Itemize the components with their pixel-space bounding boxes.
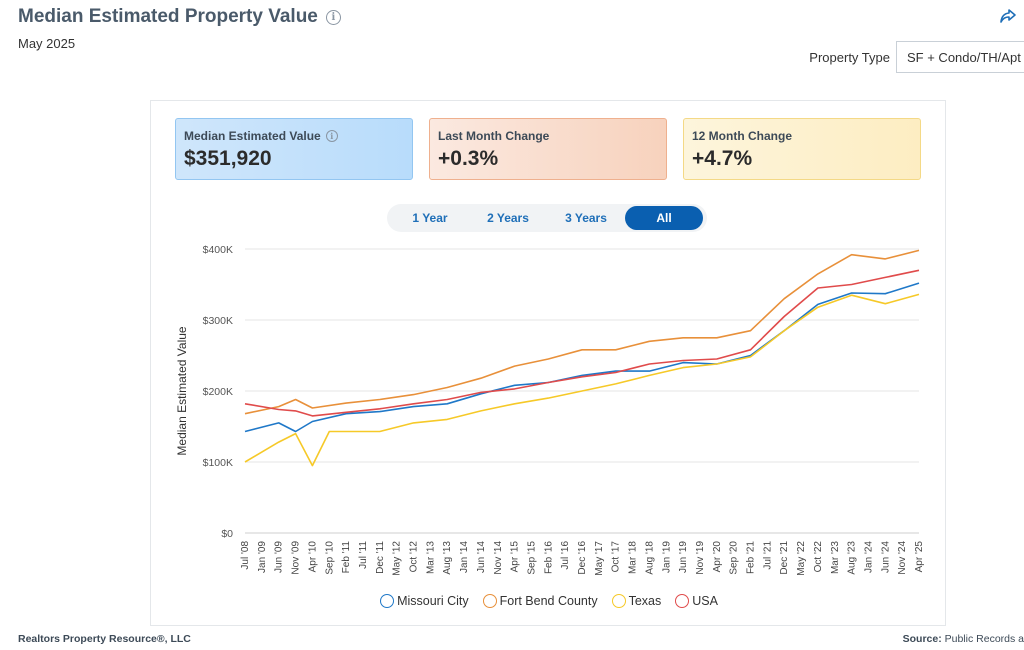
legend-label: Missouri City: [397, 594, 469, 608]
stat-label: 12 Month Change: [692, 129, 793, 143]
x-tick-label: Jul '16: [560, 541, 571, 570]
legend-item[interactable]: USA: [675, 594, 718, 608]
x-tick-label: Sep '10: [324, 541, 335, 575]
y-axis-label: Median Estimated Value: [175, 326, 189, 456]
y-tick-label: $100K: [203, 457, 233, 469]
x-tick-label: Jun '14: [476, 541, 487, 573]
x-tick-label: Jun '19: [678, 541, 689, 573]
footer-credit: Realtors Property Resource®, LLC: [18, 633, 191, 645]
tab-all[interactable]: All: [625, 206, 703, 230]
x-tick-label: Feb '11: [341, 541, 352, 574]
stat-last-month-change: Last Month Change +0.3%: [429, 118, 667, 180]
page-title: Median Estimated Property Value: [18, 6, 318, 27]
x-tick-label: Mar '13: [425, 541, 436, 574]
info-icon[interactable]: i: [325, 9, 341, 25]
chart-legend: Missouri City Fort Bend County Texas USA: [151, 594, 947, 608]
legend-item[interactable]: Missouri City: [380, 594, 469, 608]
stat-value: $351,920: [184, 147, 272, 170]
x-tick-label: Dec '21: [779, 541, 790, 575]
x-tick-label: Aug '23: [847, 541, 858, 575]
x-tick-label: Aug '18: [644, 541, 655, 575]
series-line: [244, 269, 920, 417]
x-tick-label: Sep '20: [729, 541, 740, 575]
range-tabs: 1 Year 2 Years 3 Years All: [387, 204, 707, 232]
x-tick-label: Jan '24: [863, 541, 874, 573]
y-tick-label: $400K: [203, 244, 233, 256]
x-tick-label: Jul '21: [762, 541, 773, 570]
x-tick-label: Sep '15: [526, 541, 537, 575]
x-tick-label: Dec '11: [375, 541, 386, 574]
x-tick-label: Apr '25: [914, 541, 925, 573]
x-tick-label: Jul '11: [358, 541, 369, 569]
series-line: [244, 293, 920, 467]
x-tick-label: Oct '12: [409, 541, 420, 573]
x-tick-label: May '12: [392, 541, 403, 576]
x-tick-label: Jun '24: [880, 541, 891, 573]
footer-source: Source: Public Records a: [903, 633, 1024, 645]
y-tick-label: $300K: [203, 315, 233, 327]
series-line: [244, 282, 920, 433]
legend-marker-icon: [380, 594, 395, 608]
x-tick-label: Mar '23: [830, 541, 841, 574]
x-tick-label: May '17: [594, 541, 605, 576]
x-tick-label: Nov '19: [695, 541, 706, 575]
legend-marker-icon: [675, 594, 690, 608]
stat-12-month-change: 12 Month Change +4.7%: [683, 118, 921, 180]
y-tick-label: $0: [221, 528, 233, 540]
x-tick-label: Jan '09: [257, 541, 268, 573]
legend-marker-icon: [611, 594, 626, 608]
legend-label: USA: [692, 594, 718, 608]
x-tick-label: Apr '20: [712, 541, 723, 573]
stat-value: +4.7%: [692, 147, 753, 170]
x-tick-label: Jun '09: [274, 541, 285, 573]
x-tick-label: Mar '18: [628, 541, 639, 574]
stat-value: +0.3%: [438, 147, 499, 170]
legend-item[interactable]: Fort Bend County: [482, 594, 598, 608]
legend-marker-icon: [482, 594, 497, 608]
title-row: Median Estimated Property Value i: [18, 6, 341, 28]
tab-2-years[interactable]: 2 Years: [487, 211, 529, 225]
series-line: [244, 249, 920, 415]
source-label: Source:: [902, 633, 942, 645]
x-tick-label: Apr '10: [307, 541, 318, 573]
line-chart: $0 $100K $200K $300K $400K Jul '08 Jan '09 Jun …: [175, 244, 925, 576]
x-tick-label: Dec '16: [577, 541, 588, 575]
stat-median-value: Median Estimated Value i $351,920: [175, 118, 413, 180]
property-type-label: Property Type: [809, 49, 890, 65]
info-icon[interactable]: i: [325, 130, 338, 142]
y-tick-label: $200K: [203, 386, 233, 398]
legend-label: Texas: [628, 594, 662, 608]
share-icon[interactable]: [998, 6, 1018, 26]
x-tick-label: Nov '09: [291, 541, 302, 575]
page-subtitle: May 2025: [18, 36, 76, 51]
x-tick-label: Feb '16: [543, 541, 554, 574]
x-tick-label: Jan '19: [661, 541, 672, 573]
x-tick-label: Aug '13: [442, 541, 453, 575]
x-tick-label: Nov '14: [493, 541, 504, 575]
tab-1-year[interactable]: 1 Year: [412, 211, 448, 225]
x-tick-label: Feb '21: [746, 541, 757, 574]
source-value: Public Records a: [944, 633, 1024, 645]
tab-3-years[interactable]: 3 Years: [565, 211, 607, 225]
x-tick-label: Jul '08: [240, 541, 251, 570]
stat-label: Last Month Change: [438, 129, 550, 143]
x-tick-label: Jan '14: [459, 541, 470, 573]
x-tick-label: Oct '22: [813, 541, 824, 573]
chart-card: $0 $100K $200K $300K $400K Jul '08 Jan '09 Jun …: [150, 100, 946, 626]
x-tick-label: Nov '24: [897, 541, 908, 575]
legend-item[interactable]: Texas: [611, 594, 662, 608]
legend-label: Fort Bend County: [499, 594, 598, 608]
property-type-control: Property Type SF + Condo/TH/Apt: [809, 41, 1024, 73]
property-type-select[interactable]: SF + Condo/TH/Apt: [896, 41, 1024, 73]
x-tick-label: Oct '17: [611, 541, 622, 573]
x-tick-label: May '22: [796, 541, 807, 576]
stat-label: Median Estimated Value: [184, 129, 321, 143]
x-tick-label: Apr '15: [510, 541, 521, 573]
